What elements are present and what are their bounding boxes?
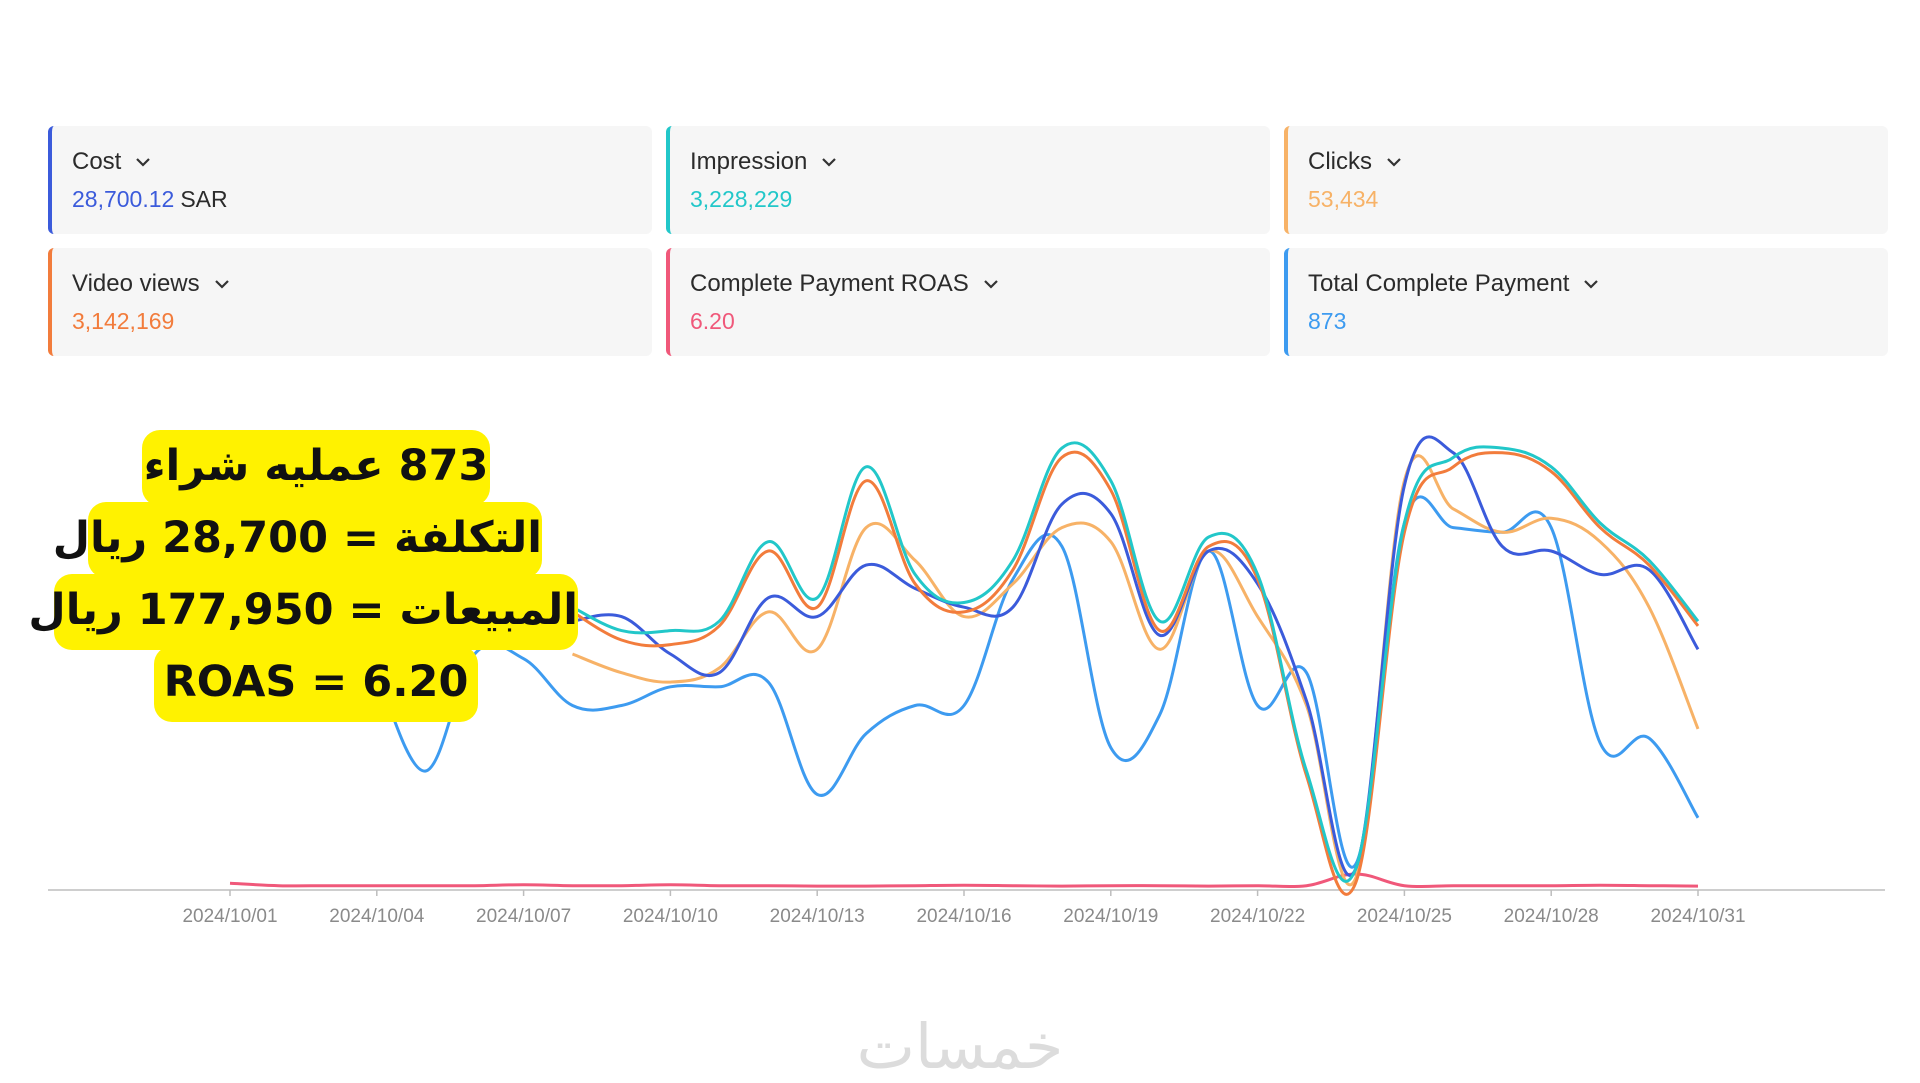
- series-line-clicks: [571, 454, 1700, 887]
- x-tick-label: 2024/10/19: [1063, 906, 1158, 927]
- metric-label: Video views: [72, 270, 200, 297]
- watermark-logo: خمسات: [856, 1010, 1064, 1083]
- x-tick-label: 2024/10/07: [476, 906, 571, 927]
- metric-unit: SAR: [180, 186, 228, 212]
- series-layer: [229, 435, 1700, 896]
- metric-value: 873: [1308, 308, 1347, 334]
- x-tick-label: 2024/10/22: [1210, 906, 1305, 927]
- series-line-complete-payment-roas: [229, 872, 1699, 889]
- metric-value: 6.20: [690, 308, 735, 334]
- chevron-down-icon[interactable]: [983, 279, 999, 289]
- chevron-down-icon[interactable]: [1386, 157, 1402, 167]
- x-tick-label: 2024/10/31: [1650, 906, 1745, 927]
- metric-card-clicks[interactable]: Clicks 53,434: [1284, 126, 1888, 234]
- series-line-total-complete-payment: [375, 495, 1700, 869]
- metric-label: Total Complete Payment: [1308, 270, 1570, 297]
- metric-label: Clicks: [1308, 148, 1372, 175]
- metric-value: 28,700.12: [72, 186, 175, 212]
- metric-value: 3,142,169: [72, 308, 175, 334]
- metric-card-cost[interactable]: Cost 28,700.12 SAR: [48, 126, 652, 234]
- annotation-line-cost: التكلفة = 28,700 ريال: [53, 502, 542, 578]
- chevron-down-icon[interactable]: [135, 157, 151, 167]
- chevron-down-icon[interactable]: [214, 279, 230, 289]
- metric-card-total-complete-payment[interactable]: Total Complete Payment 873: [1284, 248, 1888, 356]
- x-tick-label: 2024/10/10: [623, 906, 718, 927]
- chevron-down-icon[interactable]: [821, 157, 837, 167]
- x-tick-label: 2024/10/01: [182, 906, 277, 927]
- x-tick-label: 2024/10/28: [1504, 906, 1599, 927]
- annotation-line-roas: ROAS = 6.20: [154, 646, 478, 722]
- series-line-cost: [572, 435, 1700, 877]
- x-tick-label: 2024/10/04: [329, 906, 425, 927]
- annotation-line-purchases: 873 عمليه شراء: [142, 430, 490, 506]
- series-line-video-views: [571, 450, 1700, 896]
- metric-label: Impression: [690, 148, 808, 175]
- metric-card-impression[interactable]: Impression 3,228,229: [666, 126, 1270, 234]
- metric-value: 53,434: [1308, 186, 1379, 212]
- x-tick-layer: 2024/10/01 2024/10/04 2024/10/07 2024/10/10…: [182, 890, 1746, 927]
- series-line-impression: [571, 441, 1700, 883]
- x-tick-label: 2024/10/13: [770, 906, 865, 927]
- metric-value: 3,228,229: [690, 186, 793, 212]
- metric-cards: Cost 28,700.12 SAR Impression 3,228,229 C…: [48, 126, 1888, 356]
- x-tick-label: 2024/10/16: [916, 906, 1011, 927]
- annotation-line-sales: المبيعات = 177,950 ريال: [28, 574, 578, 650]
- x-tick-label: 2024/10/25: [1357, 906, 1452, 927]
- metric-card-video-views[interactable]: Video views 3,142,169: [48, 248, 652, 356]
- metric-label: Cost: [72, 148, 122, 175]
- chevron-down-icon[interactable]: [1583, 279, 1599, 289]
- metric-label: Complete Payment ROAS: [690, 270, 969, 297]
- metric-card-roas[interactable]: Complete Payment ROAS 6.20: [666, 248, 1270, 356]
